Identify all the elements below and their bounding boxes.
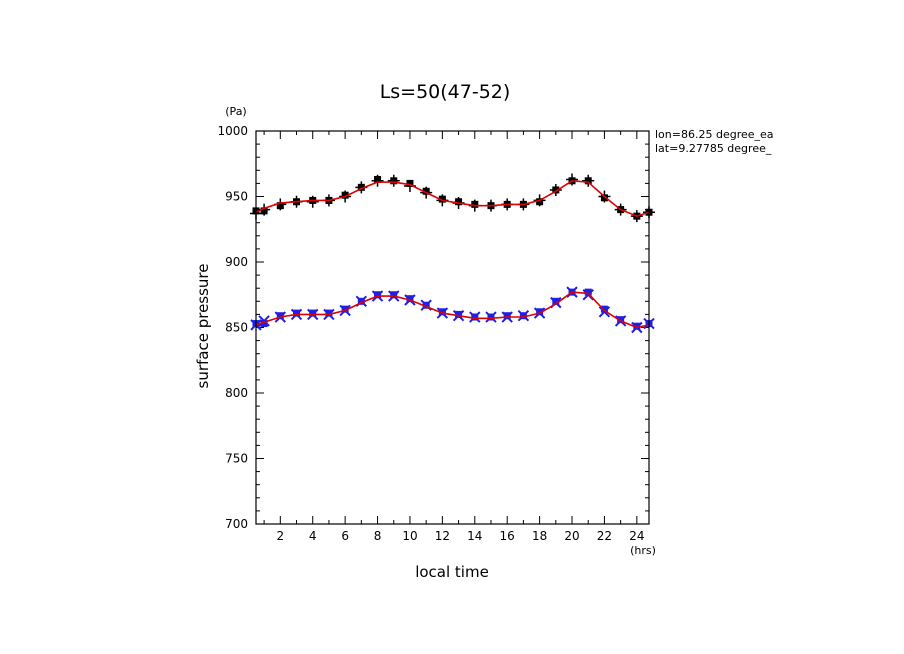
data-point-square (276, 312, 284, 320)
data-point-square (390, 177, 398, 185)
chart-title: Ls=50(47-52) (380, 81, 511, 103)
series-fit-line (255, 179, 650, 217)
data-point-square (422, 187, 430, 195)
location-annotation-lon: lon=86.25 degree_ea (655, 128, 774, 141)
data-point-square (584, 177, 592, 185)
data-point-square (341, 305, 349, 313)
data-marks (250, 173, 655, 334)
data-point-square (341, 191, 349, 199)
data-point-square (536, 198, 544, 206)
y-tick-label: 800 (225, 386, 248, 400)
data-point-square (422, 301, 430, 309)
data-point-square (552, 297, 560, 305)
x-tick-label: 16 (500, 529, 515, 543)
y-tick-label: 700 (225, 517, 248, 531)
y-axis-unit: (Pa) (225, 105, 246, 118)
x-axis-unit: (hrs) (630, 544, 656, 557)
data-point-square (406, 295, 414, 303)
data-point-square (552, 186, 560, 194)
x-tick-label: 6 (341, 529, 349, 543)
data-point-square (471, 313, 479, 321)
y-tick-label: 950 (225, 190, 248, 204)
plot-frame (255, 130, 650, 525)
data-point-square (276, 202, 284, 210)
x-axis-label: local time (415, 563, 489, 581)
data-point-square (293, 309, 301, 317)
data-point-square (438, 195, 446, 203)
data-point-square (390, 291, 398, 299)
x-tick-label: 8 (374, 529, 382, 543)
data-point-square (438, 308, 446, 316)
data-point-square (536, 308, 544, 316)
y-tick-label: 750 (225, 452, 248, 466)
data-point-square (584, 288, 592, 296)
x-tick-label: 4 (309, 529, 317, 543)
data-point-square (406, 179, 414, 187)
axis-ticks: 2 4 6 8 10 12 14 16 18 20 22 2470075080085090095010… (217, 124, 649, 543)
x-tick-label: 14 (467, 529, 482, 543)
data-point-square (455, 198, 463, 206)
data-point-square (325, 309, 333, 317)
data-point-square (503, 312, 511, 320)
data-point-square (357, 297, 365, 305)
y-tick-label: 900 (225, 255, 248, 269)
data-point-square (260, 207, 268, 215)
series-fit-line (255, 291, 650, 329)
data-point-square (471, 200, 479, 208)
data-point-square (487, 313, 495, 321)
data-point-square (519, 312, 527, 320)
data-point-square (600, 305, 608, 313)
data-point-square (260, 320, 268, 328)
location-annotation-lat: lat=9.27785 degree_ (655, 142, 772, 155)
x-tick-label: 20 (564, 529, 579, 543)
x-tick-label: 2 (276, 529, 284, 543)
y-tick-label: 1000 (217, 124, 248, 138)
data-point-square (633, 322, 641, 330)
data-point-square (455, 310, 463, 318)
data-point-square (374, 291, 382, 299)
x-tick-label: 22 (597, 529, 612, 543)
y-axis-label: surface pressure (194, 264, 212, 389)
data-point-square (617, 316, 625, 324)
x-tick-label: 24 (629, 529, 644, 543)
data-point-square (374, 175, 382, 183)
data-point-square (357, 183, 365, 191)
y-tick-label: 850 (225, 321, 248, 335)
data-point-square (309, 309, 317, 317)
x-tick-label: 12 (435, 529, 450, 543)
data-point-square (600, 194, 608, 202)
x-tick-label: 10 (402, 529, 417, 543)
x-tick-label: 18 (532, 529, 547, 543)
